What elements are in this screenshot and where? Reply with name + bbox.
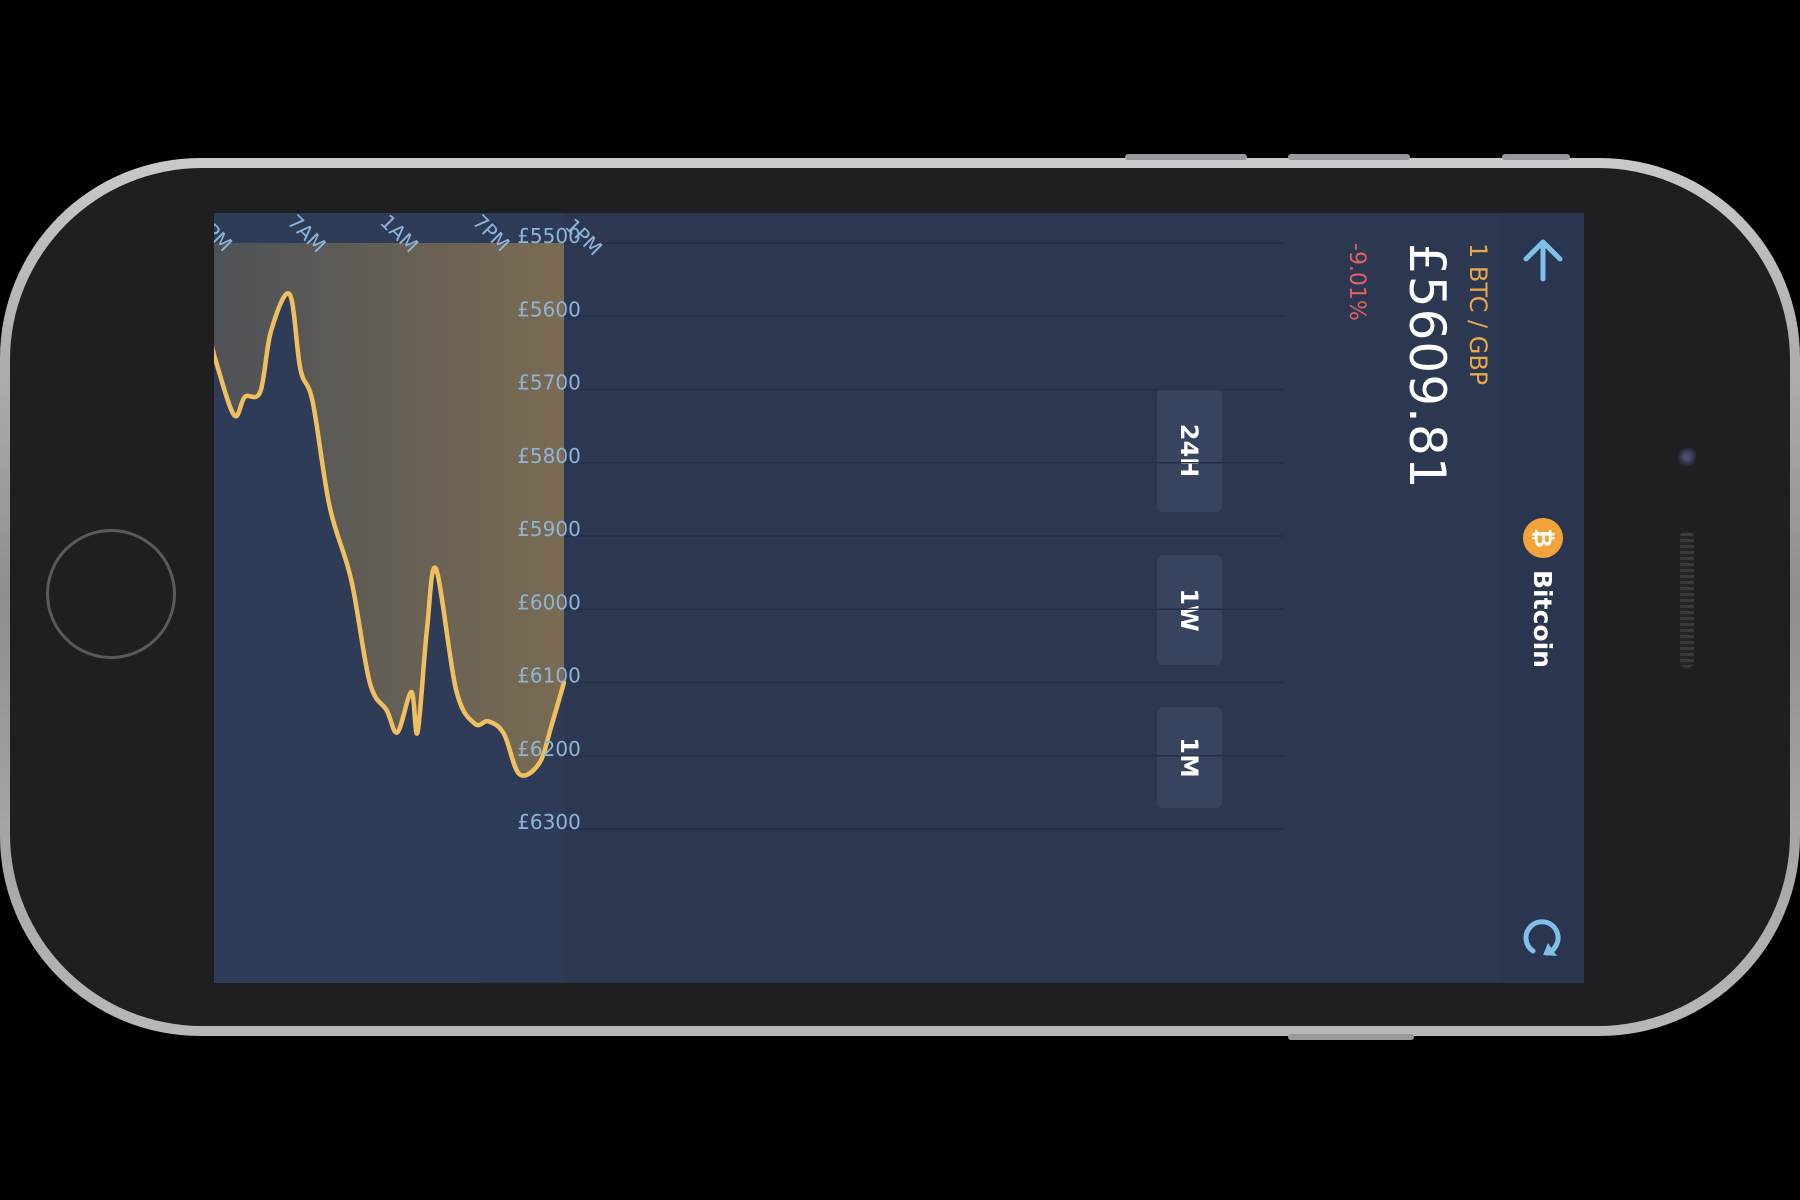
y-tick-label: £6000 — [517, 590, 581, 614]
y-tick-label: £5600 — [517, 297, 581, 321]
y-tick-label: £5700 — [517, 371, 581, 395]
y-tick-label: £5500 — [517, 224, 581, 248]
y-tick-label: £6200 — [517, 737, 581, 761]
chart-grid — [564, 242, 1284, 830]
y-tick-label: £6300 — [517, 810, 581, 834]
home-button — [46, 529, 176, 659]
speaker-grille — [1680, 530, 1694, 668]
x-tick-label: 1PM — [560, 214, 607, 261]
price-chart: £5500 £5600 £5700 £5800 £5900 £6000 £6100 £6200… — [214, 213, 1284, 983]
price-line — [214, 291, 567, 778]
app-header: ₿ Bitcoin — [1502, 213, 1584, 983]
y-axis: £5500 £5600 £5700 £5800 £5900 £6000 £6100 £6200… — [517, 224, 581, 834]
power-button — [1288, 1034, 1414, 1040]
arrow-left-icon[interactable] — [1518, 235, 1568, 285]
mute-switch — [1502, 154, 1570, 160]
front-camera — [1676, 446, 1698, 468]
app-screen: ₿ Bitcoin 1 BTC / GBP £5609.81 -9.01% 24… — [214, 213, 1584, 983]
y-tick-label: £5900 — [517, 517, 581, 541]
y-tick-label: £5800 — [517, 444, 581, 468]
app-view: ₿ Bitcoin 1 BTC / GBP £5609.81 -9.01% 24… — [214, 213, 1584, 983]
volume-down-button — [1288, 154, 1410, 160]
refresh-icon[interactable] — [1518, 913, 1568, 963]
price-area — [214, 243, 564, 776]
volume-up-button — [1125, 154, 1247, 160]
y-tick-label: £6100 — [517, 664, 581, 688]
